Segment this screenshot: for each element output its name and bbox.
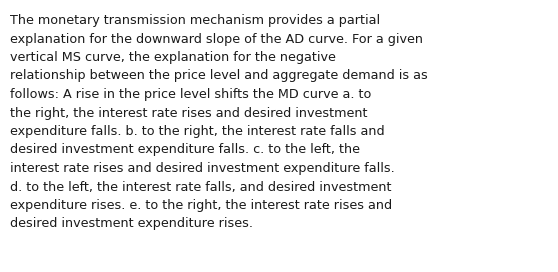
Text: The monetary transmission mechanism provides a partial
explanation for the downw: The monetary transmission mechanism prov… <box>10 14 428 230</box>
